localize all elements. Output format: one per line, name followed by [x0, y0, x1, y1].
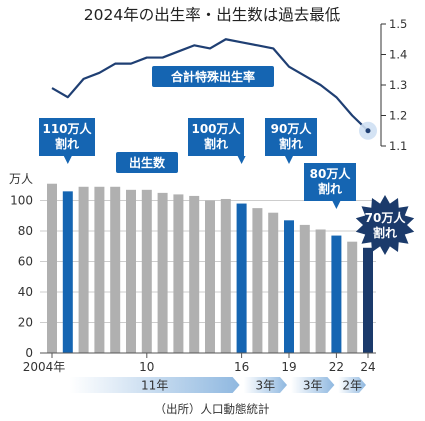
bar-2009 — [126, 189, 136, 353]
span-arrow — [243, 377, 287, 393]
callout-text: 割れ — [204, 136, 228, 151]
bar-2017 — [252, 208, 263, 353]
line-endpoint — [365, 128, 371, 134]
y-tick-label: 0 — [25, 346, 33, 360]
bar-2021 — [315, 229, 326, 353]
y-tick-label: 60 — [18, 255, 33, 269]
bar-2019 — [284, 220, 294, 353]
bar-2005 — [62, 191, 73, 353]
callout-text: 割れ — [279, 136, 303, 151]
bar-2014 — [205, 200, 215, 353]
bar-2015 — [220, 198, 231, 353]
y-tick-label: 100 — [10, 194, 33, 208]
line-series-label-box — [152, 66, 274, 87]
series-labels: 合計特殊出生率 出生数 — [116, 66, 274, 173]
callout-box — [265, 118, 317, 164]
x-tick-label: 19 — [281, 360, 296, 374]
bar-unit-label: 万人 — [9, 172, 33, 186]
x-tick-label: 2004年 — [23, 360, 66, 374]
bar-2020 — [299, 224, 310, 353]
bar-2018 — [268, 212, 279, 353]
bar-2008 — [110, 186, 121, 353]
bar-2011 — [157, 192, 168, 353]
x-tick-label: 24 — [360, 360, 375, 374]
span-label: 11年 — [141, 379, 168, 393]
line-series — [51, 38, 377, 140]
bar-2004 — [47, 183, 57, 353]
callout-text: 90万人 — [271, 121, 313, 136]
x-tick-label: 10 — [139, 360, 154, 374]
bar-2010 — [141, 189, 152, 353]
chart-title: 2024年の出生率・出生数は過去最低 — [84, 6, 340, 24]
right-y-tick-label: 1.5 — [389, 17, 407, 31]
right-y-tick-label: 1.1 — [389, 139, 407, 153]
callout-text: 割れ — [318, 181, 342, 196]
span-label: 3年 — [255, 379, 275, 393]
right-y-tick-label: 1.2 — [389, 109, 407, 123]
callout-text: 100万人 — [191, 121, 241, 136]
line-series-label: 合計特殊出生率 — [171, 69, 255, 84]
axes: 0 20 40 60 80 100 1.1 1.2 1.3 1.4 1.5 2004年 10 16 19 22… — [10, 17, 407, 374]
y-tick-label: 80 — [18, 224, 33, 238]
bar-series-label-box — [116, 152, 178, 173]
bar-2006 — [78, 186, 89, 353]
span-label: 2年 — [342, 379, 362, 393]
callout-starburst — [355, 195, 415, 255]
callout-box — [188, 118, 246, 164]
callout-text: 110万人 — [42, 121, 92, 136]
fertility-line — [51, 38, 369, 132]
x-tick-label: 16 — [234, 360, 249, 374]
callout-text: 割れ — [373, 225, 397, 240]
span-arrow — [338, 377, 366, 393]
span-arrow — [291, 377, 335, 393]
y-tick-label: 40 — [18, 285, 33, 299]
bar-2012 — [173, 194, 184, 353]
bar-series — [47, 183, 373, 353]
y-tick-label: 20 — [18, 316, 33, 330]
span-arrow — [69, 377, 240, 393]
source-note: （出所）人口動態統計 — [155, 402, 270, 416]
span-label: 3年 — [303, 379, 323, 393]
bar-2013 — [189, 195, 200, 353]
callout-text: 80万人 — [310, 166, 352, 181]
right-y-tick-label: 1.3 — [389, 78, 407, 92]
bar-2022 — [331, 235, 342, 353]
callout-box — [304, 163, 356, 209]
callout-text: 割れ — [55, 136, 79, 151]
bar-series-label: 出生数 — [129, 155, 166, 170]
bar-2024 — [363, 247, 373, 353]
callout-text: 70万人 — [365, 210, 407, 225]
x-tick-label: 22 — [329, 360, 344, 374]
interval-arrows: 11年 3年 3年 2年 — [69, 377, 366, 393]
bar-2016 — [236, 203, 247, 353]
bar-2023 — [347, 241, 358, 353]
callout-box — [39, 118, 95, 164]
right-y-tick-label: 1.4 — [389, 48, 407, 62]
bar-2007 — [94, 186, 105, 353]
